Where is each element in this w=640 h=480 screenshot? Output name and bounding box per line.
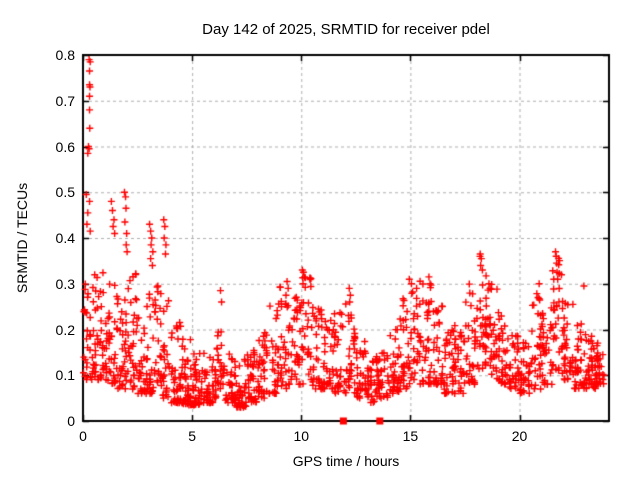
x-axis-label: GPS time / hours <box>292 453 400 469</box>
x-tick-label: 5 <box>188 428 197 444</box>
x-tick-label: 15 <box>402 428 419 444</box>
y-tick-label: 0.4 <box>55 230 75 246</box>
x-tick-label: 20 <box>511 428 528 444</box>
y-tick-label: 0.2 <box>55 321 75 338</box>
x-tick-label: 0 <box>79 428 87 444</box>
y-tick-label: 0 <box>67 413 75 429</box>
y-tick-label: 0.7 <box>55 92 75 109</box>
y-tick-label: 0.3 <box>55 275 75 292</box>
x-tick-label: 10 <box>293 428 310 444</box>
y-tick-label: 0.6 <box>55 138 75 155</box>
y-tick-label: 0.8 <box>55 47 75 63</box>
y-tick-label: 0.1 <box>55 367 75 384</box>
chart-title: Day 142 of 2025, SRMTID for receiver pde… <box>202 21 490 38</box>
y-tick-label: 0.5 <box>55 184 75 201</box>
